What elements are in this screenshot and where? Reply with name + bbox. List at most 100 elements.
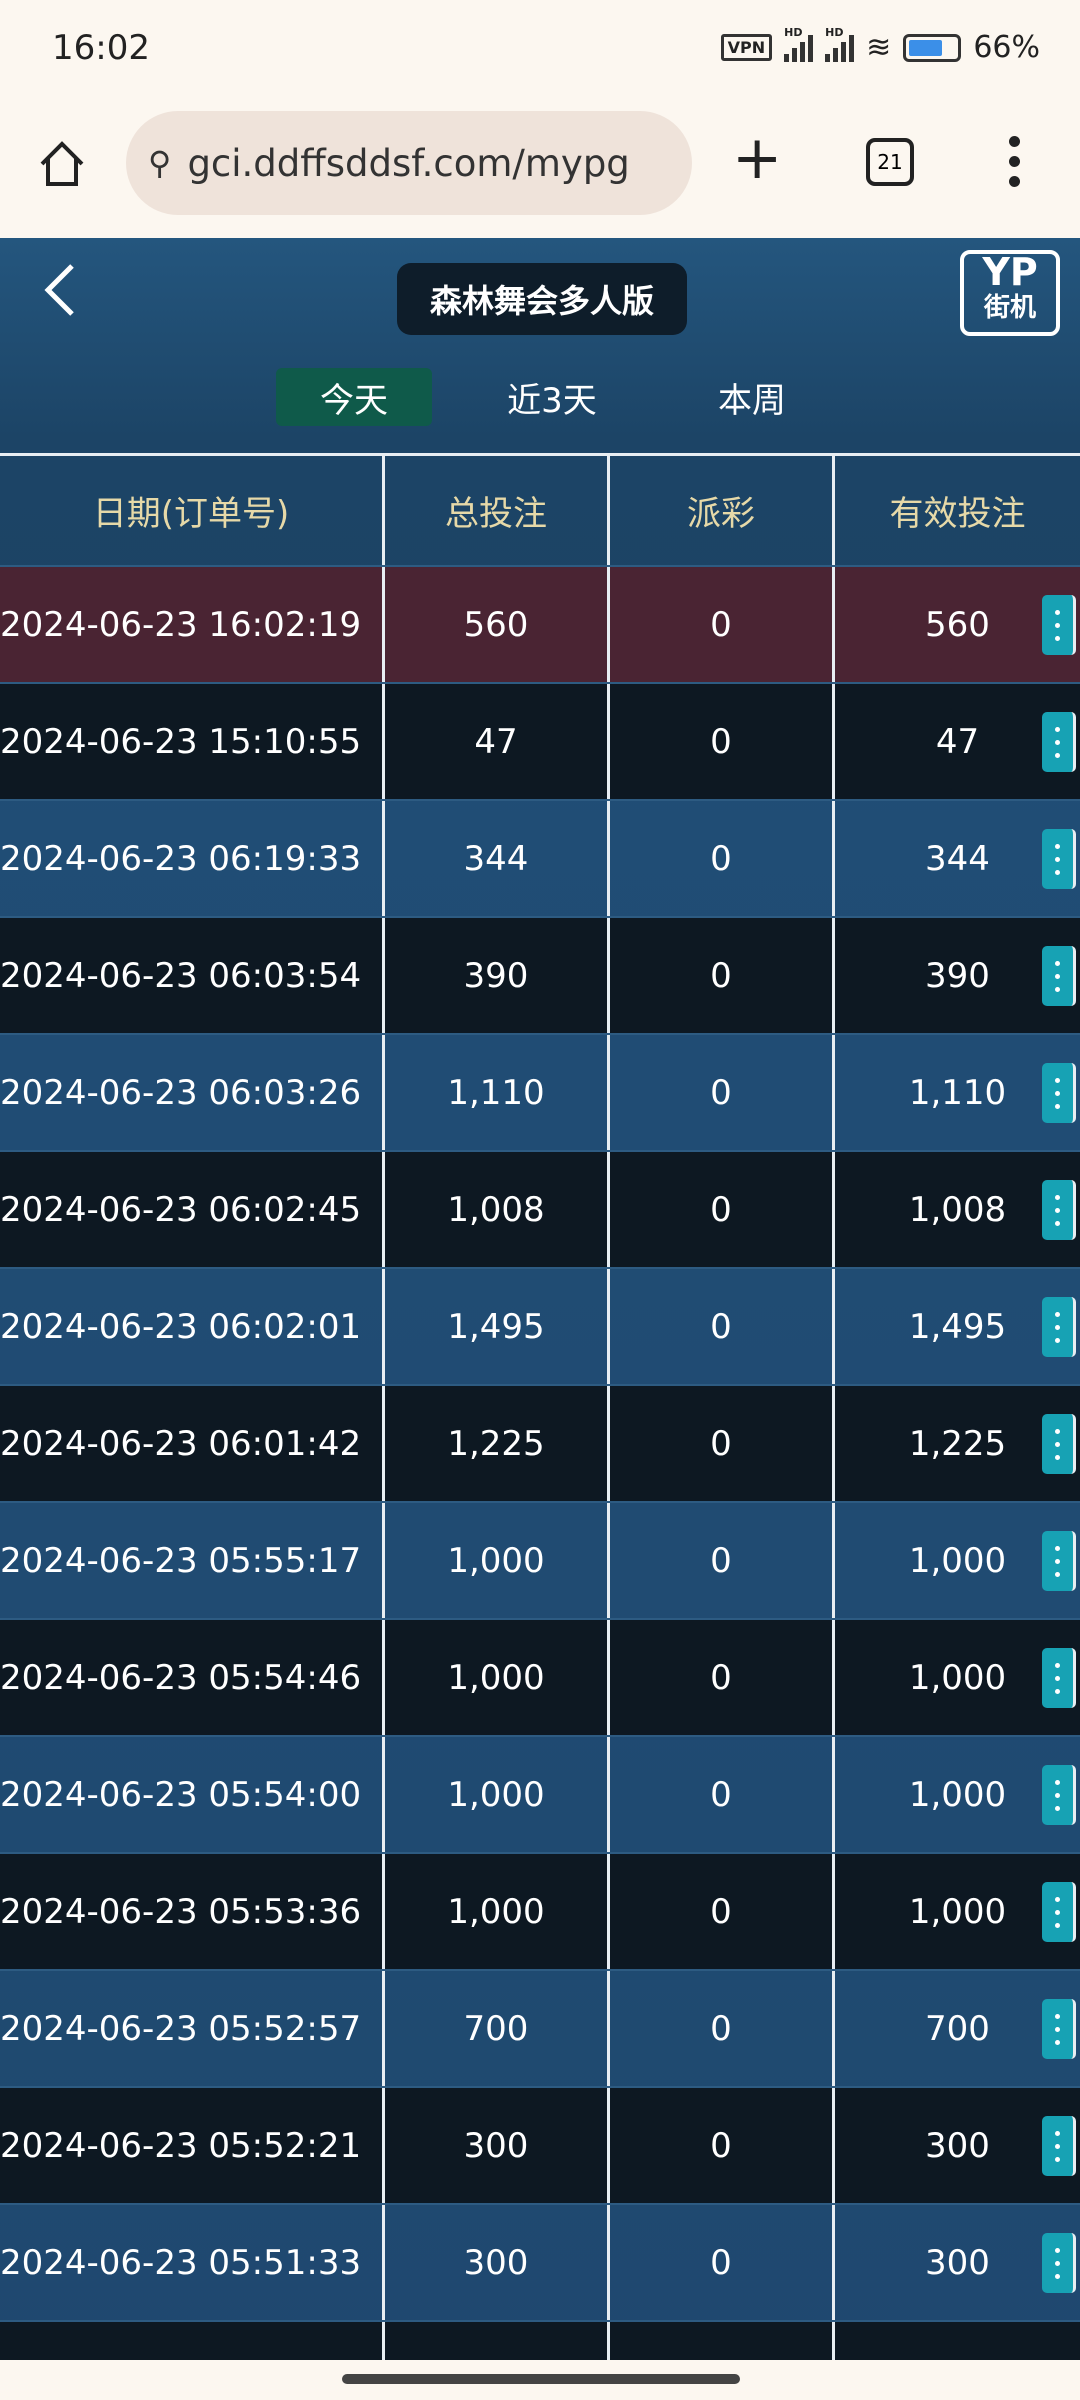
cell-date: 2024-06-23 16:02:19 (0, 567, 385, 682)
cell-date: 2024-06-23 06:01:42 (0, 1386, 385, 1501)
clock: 16:02 (52, 28, 150, 68)
bet-records-table: 日期(订单号) 总投注 派彩 有效投注 2024-06-23 16:02:19 5… (0, 453, 1080, 2360)
cell-valid-bet: 700 (925, 2008, 990, 2049)
address-bar[interactable]: ⚲ gci.ddffsddsf.com/mypg (126, 111, 692, 215)
battery-percent: 66% (973, 30, 1040, 65)
wifi-icon: ≋ (866, 30, 892, 65)
row-more-button[interactable] (1042, 1180, 1076, 1240)
yp-logo: YP 街机 (960, 250, 1060, 336)
cell-date: 2024-06-23 05:52:57 (0, 1971, 385, 2086)
table-header: 日期(订单号) 总投注 派彩 有效投注 (0, 453, 1080, 565)
tab-last-3-days[interactable]: 近3天 (507, 380, 597, 421)
table-row[interactable]: 2024-06-23 05:51:33 300 0 300 (0, 2203, 1080, 2320)
tab-switcher-button[interactable]: 21 (866, 138, 914, 186)
cell-valid-bet: 344 (925, 838, 990, 879)
cell-date: 2024-06-23 06:19:33 (0, 801, 385, 916)
table-row[interactable]: 2024-06-23 06:03:54 390 0 390 (0, 916, 1080, 1033)
cell-date: 2024-06-23 06:02:45 (0, 1152, 385, 1267)
cell-total-bet: 1,225 (385, 1386, 610, 1501)
cell-total-bet: 300 (385, 2205, 610, 2320)
row-more-button[interactable] (1042, 595, 1076, 655)
cell-valid-bet: 1,000 (908, 1891, 1007, 1932)
cell-date: 2024-06-23 05:54:46 (0, 1620, 385, 1735)
cell-date: 2024-06-23 05:53:36 (0, 1854, 385, 1969)
cell-payout: 0 (610, 567, 835, 682)
cell-total-bet: 560 (385, 567, 610, 682)
table-row[interactable]: 2024-06-23 05:55:17 1,000 0 1,000 (0, 1501, 1080, 1618)
table-row[interactable]: 2024-06-23 06:01:42 1,225 0 1,225 (0, 1384, 1080, 1501)
site-settings-icon[interactable]: ⚲ (148, 144, 172, 182)
cell-valid-bet: 1,008 (908, 1189, 1007, 1230)
cell-payout: 0 (610, 1854, 835, 1969)
home-icon[interactable] (36, 138, 88, 190)
new-tab-button[interactable]: + (732, 123, 783, 193)
table-row-partial (0, 2320, 1080, 2360)
table-row[interactable]: 2024-06-23 05:52:57 700 0 700 (0, 1969, 1080, 2086)
table-row[interactable]: 2024-06-23 06:19:33 344 0 344 (0, 799, 1080, 916)
gesture-handle (342, 2374, 740, 2384)
tab-this-week[interactable]: 本周 (718, 380, 786, 421)
row-more-button[interactable] (1042, 1882, 1076, 1942)
cell-payout: 0 (610, 1620, 835, 1735)
row-more-button[interactable] (1042, 712, 1076, 772)
table-row[interactable]: 2024-06-23 16:02:19 560 0 560 (0, 565, 1080, 682)
battery-icon (903, 33, 962, 62)
table-row[interactable]: 2024-06-23 05:53:36 1,000 0 1,000 (0, 1852, 1080, 1969)
cell-date: 2024-06-23 06:02:01 (0, 1269, 385, 1384)
cell-valid-bet: 300 (925, 2125, 990, 2166)
header-valid-bet: 有效投注 (889, 494, 1026, 534)
table-row[interactable]: 2024-06-23 06:03:26 1,110 0 1,110 (0, 1033, 1080, 1150)
back-arrow-icon[interactable] (40, 260, 80, 320)
status-bar: 16:02 VPN HD HD ≋ 66% (0, 0, 1080, 100)
cell-total-bet: 1,000 (385, 1854, 610, 1969)
row-more-button[interactable] (1042, 1765, 1076, 1825)
cell-total-bet: 1,110 (385, 1035, 610, 1150)
table-row[interactable]: 2024-06-23 06:02:45 1,008 0 1,008 (0, 1150, 1080, 1267)
cell-total-bet: 700 (385, 1971, 610, 2086)
signal-icon: HD (784, 26, 814, 62)
row-more-button[interactable] (1042, 2116, 1076, 2176)
header-total-bet: 总投注 (385, 456, 610, 565)
cell-payout: 0 (610, 1152, 835, 1267)
cell-payout: 0 (610, 801, 835, 916)
cell-payout: 0 (610, 684, 835, 799)
date-filter-tabs: 今天 近3天 本周 (276, 368, 872, 426)
cell-payout: 0 (610, 918, 835, 1033)
table-row[interactable]: 2024-06-23 15:10:55 47 0 47 (0, 682, 1080, 799)
cell-total-bet: 390 (385, 918, 610, 1033)
cell-date: 2024-06-23 05:55:17 (0, 1503, 385, 1618)
more-menu-button[interactable] (1004, 136, 1024, 187)
row-more-button[interactable] (1042, 1297, 1076, 1357)
cell-date: 2024-06-23 05:51:33 (0, 2205, 385, 2320)
cell-total-bet: 1,008 (385, 1152, 610, 1267)
row-more-button[interactable] (1042, 829, 1076, 889)
table-row[interactable]: 2024-06-23 05:54:46 1,000 0 1,000 (0, 1618, 1080, 1735)
cell-total-bet: 1,000 (385, 1737, 610, 1852)
cell-payout: 0 (610, 1269, 835, 1384)
cell-valid-bet: 1,000 (908, 1774, 1007, 1815)
row-more-button[interactable] (1042, 1063, 1076, 1123)
cell-valid-bet: 1,000 (908, 1540, 1007, 1581)
cell-total-bet: 1,495 (385, 1269, 610, 1384)
row-more-button[interactable] (1042, 1414, 1076, 1474)
logo-bottom: 街机 (983, 293, 1036, 323)
cell-total-bet: 47 (385, 684, 610, 799)
table-row[interactable]: 2024-06-23 05:54:00 1,000 0 1,000 (0, 1735, 1080, 1852)
row-more-button[interactable] (1042, 1999, 1076, 2059)
cell-valid-bet: 560 (925, 604, 990, 645)
row-more-button[interactable] (1042, 1648, 1076, 1708)
row-more-button[interactable] (1042, 2233, 1076, 2293)
browser-toolbar: ⚲ gci.ddffsddsf.com/mypg + 21 (0, 108, 1080, 218)
vpn-icon: VPN (720, 34, 773, 61)
table-row[interactable]: 2024-06-23 06:02:01 1,495 0 1,495 (0, 1267, 1080, 1384)
page-title: 森林舞会多人版 (397, 263, 687, 335)
row-more-button[interactable] (1042, 946, 1076, 1006)
table-row[interactable]: 2024-06-23 05:52:21 300 0 300 (0, 2086, 1080, 2203)
cell-payout: 0 (610, 1386, 835, 1501)
cell-payout: 0 (610, 1971, 835, 2086)
tab-today[interactable]: 今天 (276, 368, 432, 426)
cell-total-bet: 1,000 (385, 1620, 610, 1735)
cell-valid-bet: 47 (935, 721, 980, 762)
cell-total-bet: 344 (385, 801, 610, 916)
row-more-button[interactable] (1042, 1531, 1076, 1591)
